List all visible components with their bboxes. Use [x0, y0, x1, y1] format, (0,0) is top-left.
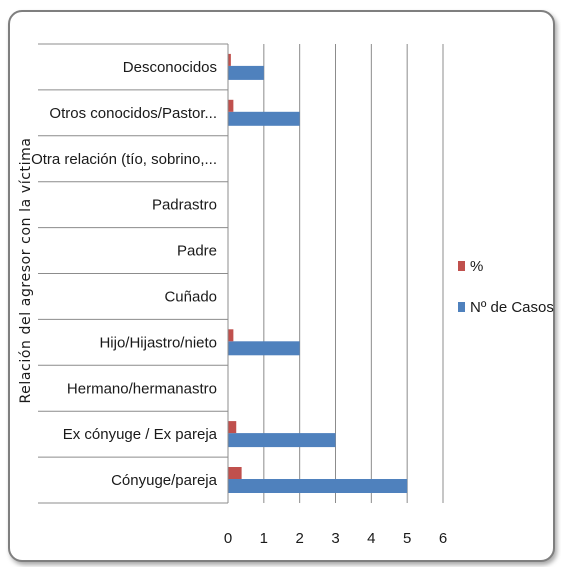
bar-cases [228, 433, 336, 448]
bar-percent [228, 421, 237, 434]
x-tick-label: 3 [331, 530, 339, 547]
legend-label: % [470, 258, 483, 275]
category-labels: Cónyuge/pareja Ex cónyuge / Ex pareja Herm… [31, 59, 218, 489]
bar-percent [228, 329, 234, 342]
bars [228, 53, 408, 493]
category-label: Padrastro [152, 197, 217, 214]
legend-label: Nº de Casos [470, 299, 554, 316]
x-tick-label: 0 [224, 530, 232, 547]
legend-swatch [458, 261, 465, 271]
x-tick-label: 4 [367, 530, 375, 547]
category-label: Ex cónyuge / Ex pareja [63, 426, 218, 443]
x-tick-label: 2 [295, 530, 303, 547]
chart-frame [8, 10, 555, 562]
y-axis-title: Relación del agresor con la víctima [18, 137, 34, 403]
bar-percent [228, 467, 242, 479]
bar-percent [228, 99, 234, 112]
category-label: Hijo/Hijastro/nieto [99, 334, 217, 351]
category-label: Cónyuge/pareja [111, 472, 218, 489]
bar-cases [228, 65, 264, 80]
category-label: Otros conocidos/Pastor... [49, 105, 217, 122]
legend-swatch [458, 302, 465, 312]
bar-cases [228, 111, 300, 126]
x-tick-label: 5 [403, 530, 411, 547]
category-label: Otra relación (tío, sobrino,... [31, 151, 217, 168]
bar-cases [228, 479, 408, 493]
bar-cases [228, 341, 300, 356]
category-label: Padre [177, 243, 217, 260]
category-label: Desconocidos [123, 59, 217, 76]
legend: % Nº de Casos [458, 258, 554, 316]
category-label: Hermano/hermanastro [67, 380, 217, 397]
value-tick-labels: 0 1 2 3 4 5 6 [224, 530, 447, 547]
bar-percent [228, 53, 231, 66]
category-label: Cuñado [164, 288, 217, 305]
x-tick-label: 6 [439, 530, 447, 547]
x-tick-label: 1 [260, 530, 268, 547]
